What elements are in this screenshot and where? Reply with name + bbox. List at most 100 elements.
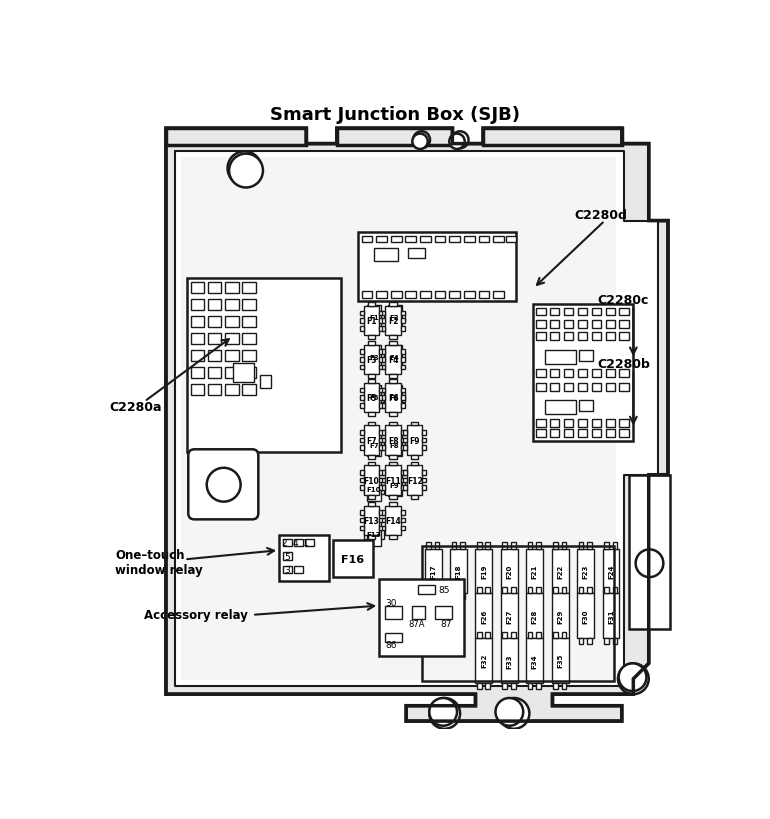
- Bar: [382, 510, 386, 515]
- Bar: [528, 632, 533, 638]
- Bar: [401, 404, 405, 408]
- Bar: [385, 426, 400, 455]
- Bar: [401, 510, 405, 515]
- Bar: [564, 420, 573, 428]
- Bar: [294, 566, 303, 573]
- Bar: [511, 594, 516, 600]
- Bar: [411, 422, 419, 426]
- Bar: [380, 311, 383, 316]
- Text: F6: F6: [390, 395, 400, 400]
- Bar: [279, 535, 330, 581]
- Bar: [382, 438, 386, 443]
- Bar: [619, 333, 628, 341]
- Bar: [382, 350, 386, 355]
- Bar: [460, 543, 465, 549]
- Circle shape: [228, 152, 262, 186]
- Bar: [380, 431, 383, 435]
- Bar: [382, 311, 386, 316]
- Bar: [528, 638, 533, 645]
- Text: 85: 85: [439, 586, 450, 595]
- Bar: [553, 683, 557, 689]
- Text: F14: F14: [385, 516, 401, 525]
- Bar: [380, 319, 383, 324]
- Bar: [422, 478, 427, 483]
- Bar: [367, 478, 381, 501]
- Text: F34: F34: [532, 654, 537, 667]
- Bar: [579, 594, 584, 600]
- Bar: [427, 594, 431, 600]
- Bar: [422, 546, 614, 681]
- Bar: [207, 317, 222, 328]
- Bar: [528, 683, 533, 689]
- Bar: [501, 594, 518, 638]
- Bar: [486, 587, 490, 594]
- Bar: [387, 306, 402, 329]
- Bar: [403, 438, 407, 443]
- Bar: [477, 594, 482, 600]
- Bar: [536, 369, 545, 378]
- Text: F22: F22: [557, 564, 563, 578]
- Text: F11: F11: [385, 476, 401, 485]
- Bar: [451, 543, 456, 549]
- Bar: [536, 632, 541, 638]
- Bar: [401, 446, 405, 450]
- Bar: [578, 308, 587, 316]
- Bar: [619, 430, 628, 437]
- Bar: [367, 306, 381, 329]
- Bar: [587, 594, 591, 600]
- Bar: [434, 606, 451, 620]
- Bar: [477, 632, 482, 638]
- Text: F1: F1: [369, 314, 379, 320]
- Bar: [385, 633, 402, 642]
- Bar: [579, 638, 584, 645]
- Bar: [551, 549, 569, 594]
- Text: C2280a: C2280a: [109, 401, 162, 414]
- Bar: [464, 237, 474, 243]
- Bar: [591, 420, 601, 428]
- Bar: [536, 308, 545, 316]
- Bar: [181, 158, 616, 680]
- Bar: [578, 430, 587, 437]
- Bar: [401, 311, 405, 316]
- Text: C2280d: C2280d: [574, 209, 627, 222]
- Bar: [479, 237, 490, 243]
- Text: F1: F1: [367, 317, 377, 326]
- Bar: [578, 549, 594, 594]
- Circle shape: [430, 698, 460, 729]
- Bar: [225, 368, 239, 378]
- Bar: [380, 470, 383, 475]
- Bar: [382, 388, 386, 393]
- Bar: [207, 368, 222, 378]
- Bar: [367, 346, 381, 369]
- Bar: [385, 441, 387, 450]
- Bar: [364, 466, 380, 495]
- Bar: [360, 365, 364, 369]
- Bar: [562, 632, 567, 638]
- Text: F2: F2: [390, 314, 400, 320]
- Text: F18: F18: [456, 564, 461, 578]
- Bar: [401, 438, 405, 443]
- Text: 3: 3: [285, 565, 290, 574]
- Bar: [225, 300, 239, 310]
- Bar: [401, 486, 405, 491]
- Text: F8: F8: [388, 436, 398, 445]
- Bar: [360, 446, 364, 450]
- Bar: [511, 587, 516, 594]
- Bar: [390, 502, 397, 506]
- Text: F35: F35: [557, 654, 563, 667]
- Bar: [242, 317, 256, 328]
- Bar: [536, 543, 541, 549]
- Bar: [360, 319, 364, 324]
- Bar: [191, 351, 205, 361]
- Bar: [402, 481, 405, 490]
- Bar: [364, 393, 367, 402]
- Bar: [360, 431, 364, 435]
- Bar: [477, 587, 482, 594]
- Bar: [613, 594, 618, 600]
- Bar: [527, 594, 544, 638]
- Text: F27: F27: [507, 609, 512, 623]
- Bar: [368, 374, 376, 378]
- Text: F5: F5: [367, 394, 377, 403]
- Bar: [553, 587, 557, 594]
- Text: F13: F13: [363, 516, 380, 525]
